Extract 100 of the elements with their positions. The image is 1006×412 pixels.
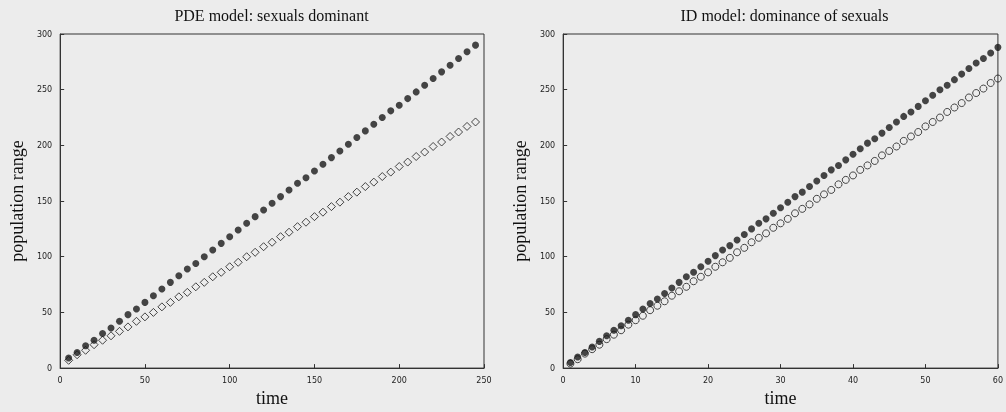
point (979, 55, 987, 62)
point (225, 262, 235, 272)
point (602, 335, 611, 344)
point (979, 84, 988, 93)
point (675, 278, 683, 286)
point (675, 287, 684, 296)
point (646, 300, 654, 308)
point (149, 292, 157, 300)
point (835, 161, 843, 169)
x-axis-title: time (764, 388, 797, 408)
point (267, 237, 277, 247)
point (784, 198, 792, 206)
point (791, 193, 799, 201)
point (697, 263, 705, 271)
point (116, 317, 124, 325)
point (885, 124, 893, 132)
point (639, 305, 647, 313)
point (192, 259, 200, 267)
point (993, 74, 1002, 83)
x-axis-title: time (256, 388, 289, 408)
x-tick-label: 0 (57, 375, 63, 385)
point (403, 157, 413, 167)
point (921, 97, 929, 105)
point (98, 335, 108, 345)
point (438, 68, 446, 76)
point (284, 227, 294, 237)
point (191, 282, 201, 292)
point (892, 142, 901, 151)
point (404, 95, 412, 103)
point (352, 187, 362, 197)
point (166, 278, 174, 286)
chart-title: ID model: dominance of sexuals (680, 6, 889, 24)
point (776, 219, 785, 228)
point (987, 49, 995, 57)
point (472, 41, 480, 49)
point (378, 114, 386, 122)
x-tick-label: 50 (139, 375, 151, 385)
y-tick-label: 250 (539, 85, 556, 95)
point (928, 117, 937, 126)
point (820, 171, 828, 179)
point (157, 302, 167, 312)
point (812, 194, 821, 203)
point (798, 188, 806, 196)
point (318, 207, 328, 217)
point (777, 204, 785, 212)
point (175, 272, 183, 280)
point (820, 190, 829, 199)
point (260, 206, 268, 214)
point (834, 180, 843, 189)
y-tick-label: 50 (544, 307, 556, 317)
point (754, 233, 763, 242)
point (950, 103, 959, 112)
point (900, 112, 908, 120)
point (370, 120, 378, 128)
x-tick-label: 250 (476, 375, 492, 385)
y-tick-label: 0 (47, 363, 53, 373)
point (733, 248, 742, 257)
point (463, 48, 471, 56)
point (885, 146, 894, 155)
point (906, 132, 915, 141)
point (769, 223, 778, 232)
point (216, 267, 226, 277)
x-tick-label: 10 (630, 375, 641, 385)
point (217, 239, 225, 247)
point (336, 147, 344, 155)
point (638, 311, 647, 320)
point (783, 214, 792, 223)
point (769, 209, 777, 217)
point (914, 102, 922, 110)
point (936, 86, 944, 94)
point (972, 59, 980, 67)
point (704, 268, 713, 277)
point (646, 306, 655, 315)
point (199, 277, 209, 287)
point (411, 152, 421, 161)
point (892, 118, 900, 126)
point (719, 246, 727, 254)
x-tick-label: 150 (306, 375, 323, 385)
point (653, 295, 661, 303)
point (89, 340, 99, 350)
point (344, 140, 352, 148)
point (335, 197, 345, 207)
point (301, 217, 311, 227)
point (319, 160, 327, 168)
point (81, 345, 91, 355)
point (310, 167, 318, 175)
point (964, 93, 973, 102)
point (421, 81, 429, 89)
point (747, 238, 756, 247)
point (595, 340, 604, 349)
point (327, 154, 335, 162)
point (864, 139, 871, 147)
x-tick-label: 200 (391, 375, 407, 385)
point (115, 326, 125, 336)
point (711, 252, 719, 260)
x-tick-label: 50 (920, 375, 931, 385)
point (842, 156, 850, 164)
point (631, 316, 640, 325)
point (748, 225, 756, 233)
point (124, 311, 132, 319)
